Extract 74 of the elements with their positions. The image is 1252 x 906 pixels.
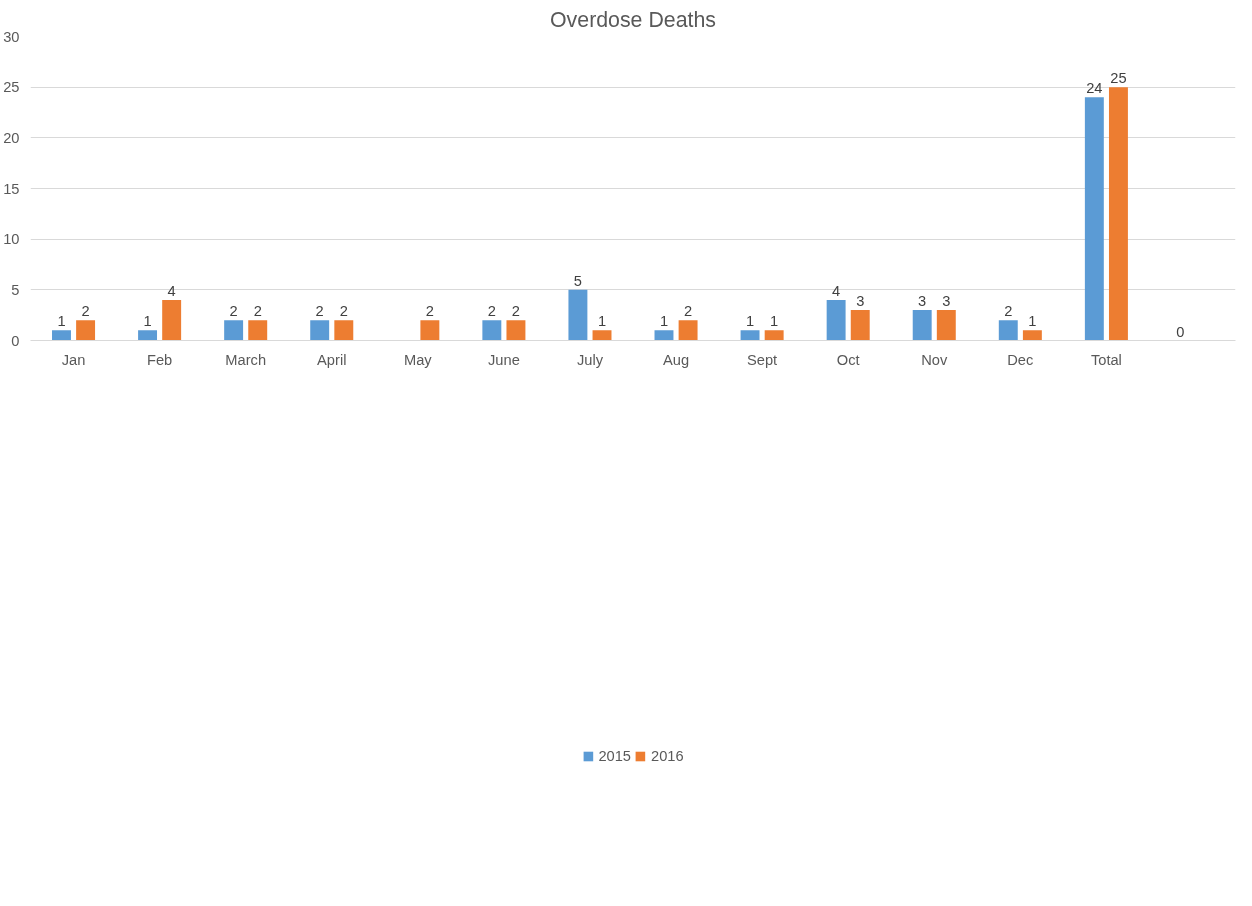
x-tick-label: Oct xyxy=(836,351,860,368)
bar xyxy=(936,310,956,341)
data-label: 2 xyxy=(511,303,521,320)
data-label: 1 xyxy=(770,313,779,330)
x-tick-label: April xyxy=(317,351,347,368)
bar xyxy=(506,320,526,341)
data-label: 24 xyxy=(1086,80,1103,97)
data-label: 5 xyxy=(573,272,582,289)
data-label: 4 xyxy=(167,282,176,299)
data-label: 3 xyxy=(856,293,865,310)
bar xyxy=(654,330,674,341)
bar xyxy=(162,299,182,341)
bar xyxy=(138,330,158,341)
x-tick-label: Feb xyxy=(146,351,173,368)
bar xyxy=(1084,97,1104,341)
data-label: 2 xyxy=(425,303,434,320)
x-tick-label: Jan xyxy=(61,351,86,368)
x-tick-label: March xyxy=(225,351,267,368)
y-tick-label: 5 xyxy=(11,281,20,298)
data-label: 4 xyxy=(832,282,841,299)
data-label: 1 xyxy=(143,313,152,330)
y-tick-label: 15 xyxy=(3,180,20,197)
data-label: 2 xyxy=(229,303,238,320)
y-tick-label: 25 xyxy=(3,79,20,96)
data-label: 1 xyxy=(57,313,66,330)
data-label: 2 xyxy=(487,303,496,320)
data-label: 2 xyxy=(315,303,324,320)
bar xyxy=(248,320,268,341)
legend-label: 2016 xyxy=(651,748,684,764)
data-label: 3 xyxy=(918,293,927,310)
data-label: 1 xyxy=(745,313,755,330)
data-label: 2 xyxy=(684,303,693,320)
y-tick-label: 20 xyxy=(3,129,20,146)
bar xyxy=(52,330,71,341)
y-tick-label: 10 xyxy=(3,231,20,248)
bar xyxy=(482,320,502,341)
x-tick-label: May xyxy=(403,351,433,368)
x-tick-label: Total xyxy=(1090,351,1122,368)
bar xyxy=(998,320,1018,341)
y-tick-label: 0 xyxy=(11,332,20,349)
bar xyxy=(740,330,760,341)
bar xyxy=(568,289,588,341)
data-label: 1 xyxy=(597,313,607,330)
data-label: 1 xyxy=(1028,313,1037,330)
y-tick-label: 30 xyxy=(3,28,20,45)
chart-title: Overdose Deaths xyxy=(550,7,716,32)
data-label: 25 xyxy=(1110,70,1127,87)
bar xyxy=(310,320,330,341)
bar xyxy=(334,320,354,341)
legend-label: 2015 xyxy=(598,748,631,764)
bar xyxy=(420,320,440,341)
x-tick-label: Dec xyxy=(1007,351,1034,368)
x-tick-label: July xyxy=(576,351,604,368)
x-tick-label: Sept xyxy=(747,351,778,368)
bar xyxy=(224,320,244,341)
data-label: 2 xyxy=(1004,303,1013,320)
bar xyxy=(678,320,698,341)
bar xyxy=(826,299,846,341)
bar xyxy=(912,310,932,341)
data-label: 2 xyxy=(253,303,262,320)
bar xyxy=(592,330,612,341)
data-label: 0 xyxy=(1176,323,1185,340)
data-label: 1 xyxy=(659,313,669,330)
data-label: 2 xyxy=(81,303,90,320)
bar xyxy=(764,330,784,341)
x-tick-label: Nov xyxy=(921,351,948,368)
bar xyxy=(1022,330,1042,341)
data-label: 2 xyxy=(339,303,348,320)
bar xyxy=(850,310,870,341)
x-tick-label: June xyxy=(488,351,520,368)
x-tick-label: Aug xyxy=(663,351,690,368)
data-label: 3 xyxy=(942,293,951,310)
bar xyxy=(76,320,96,341)
bar xyxy=(1108,87,1128,341)
